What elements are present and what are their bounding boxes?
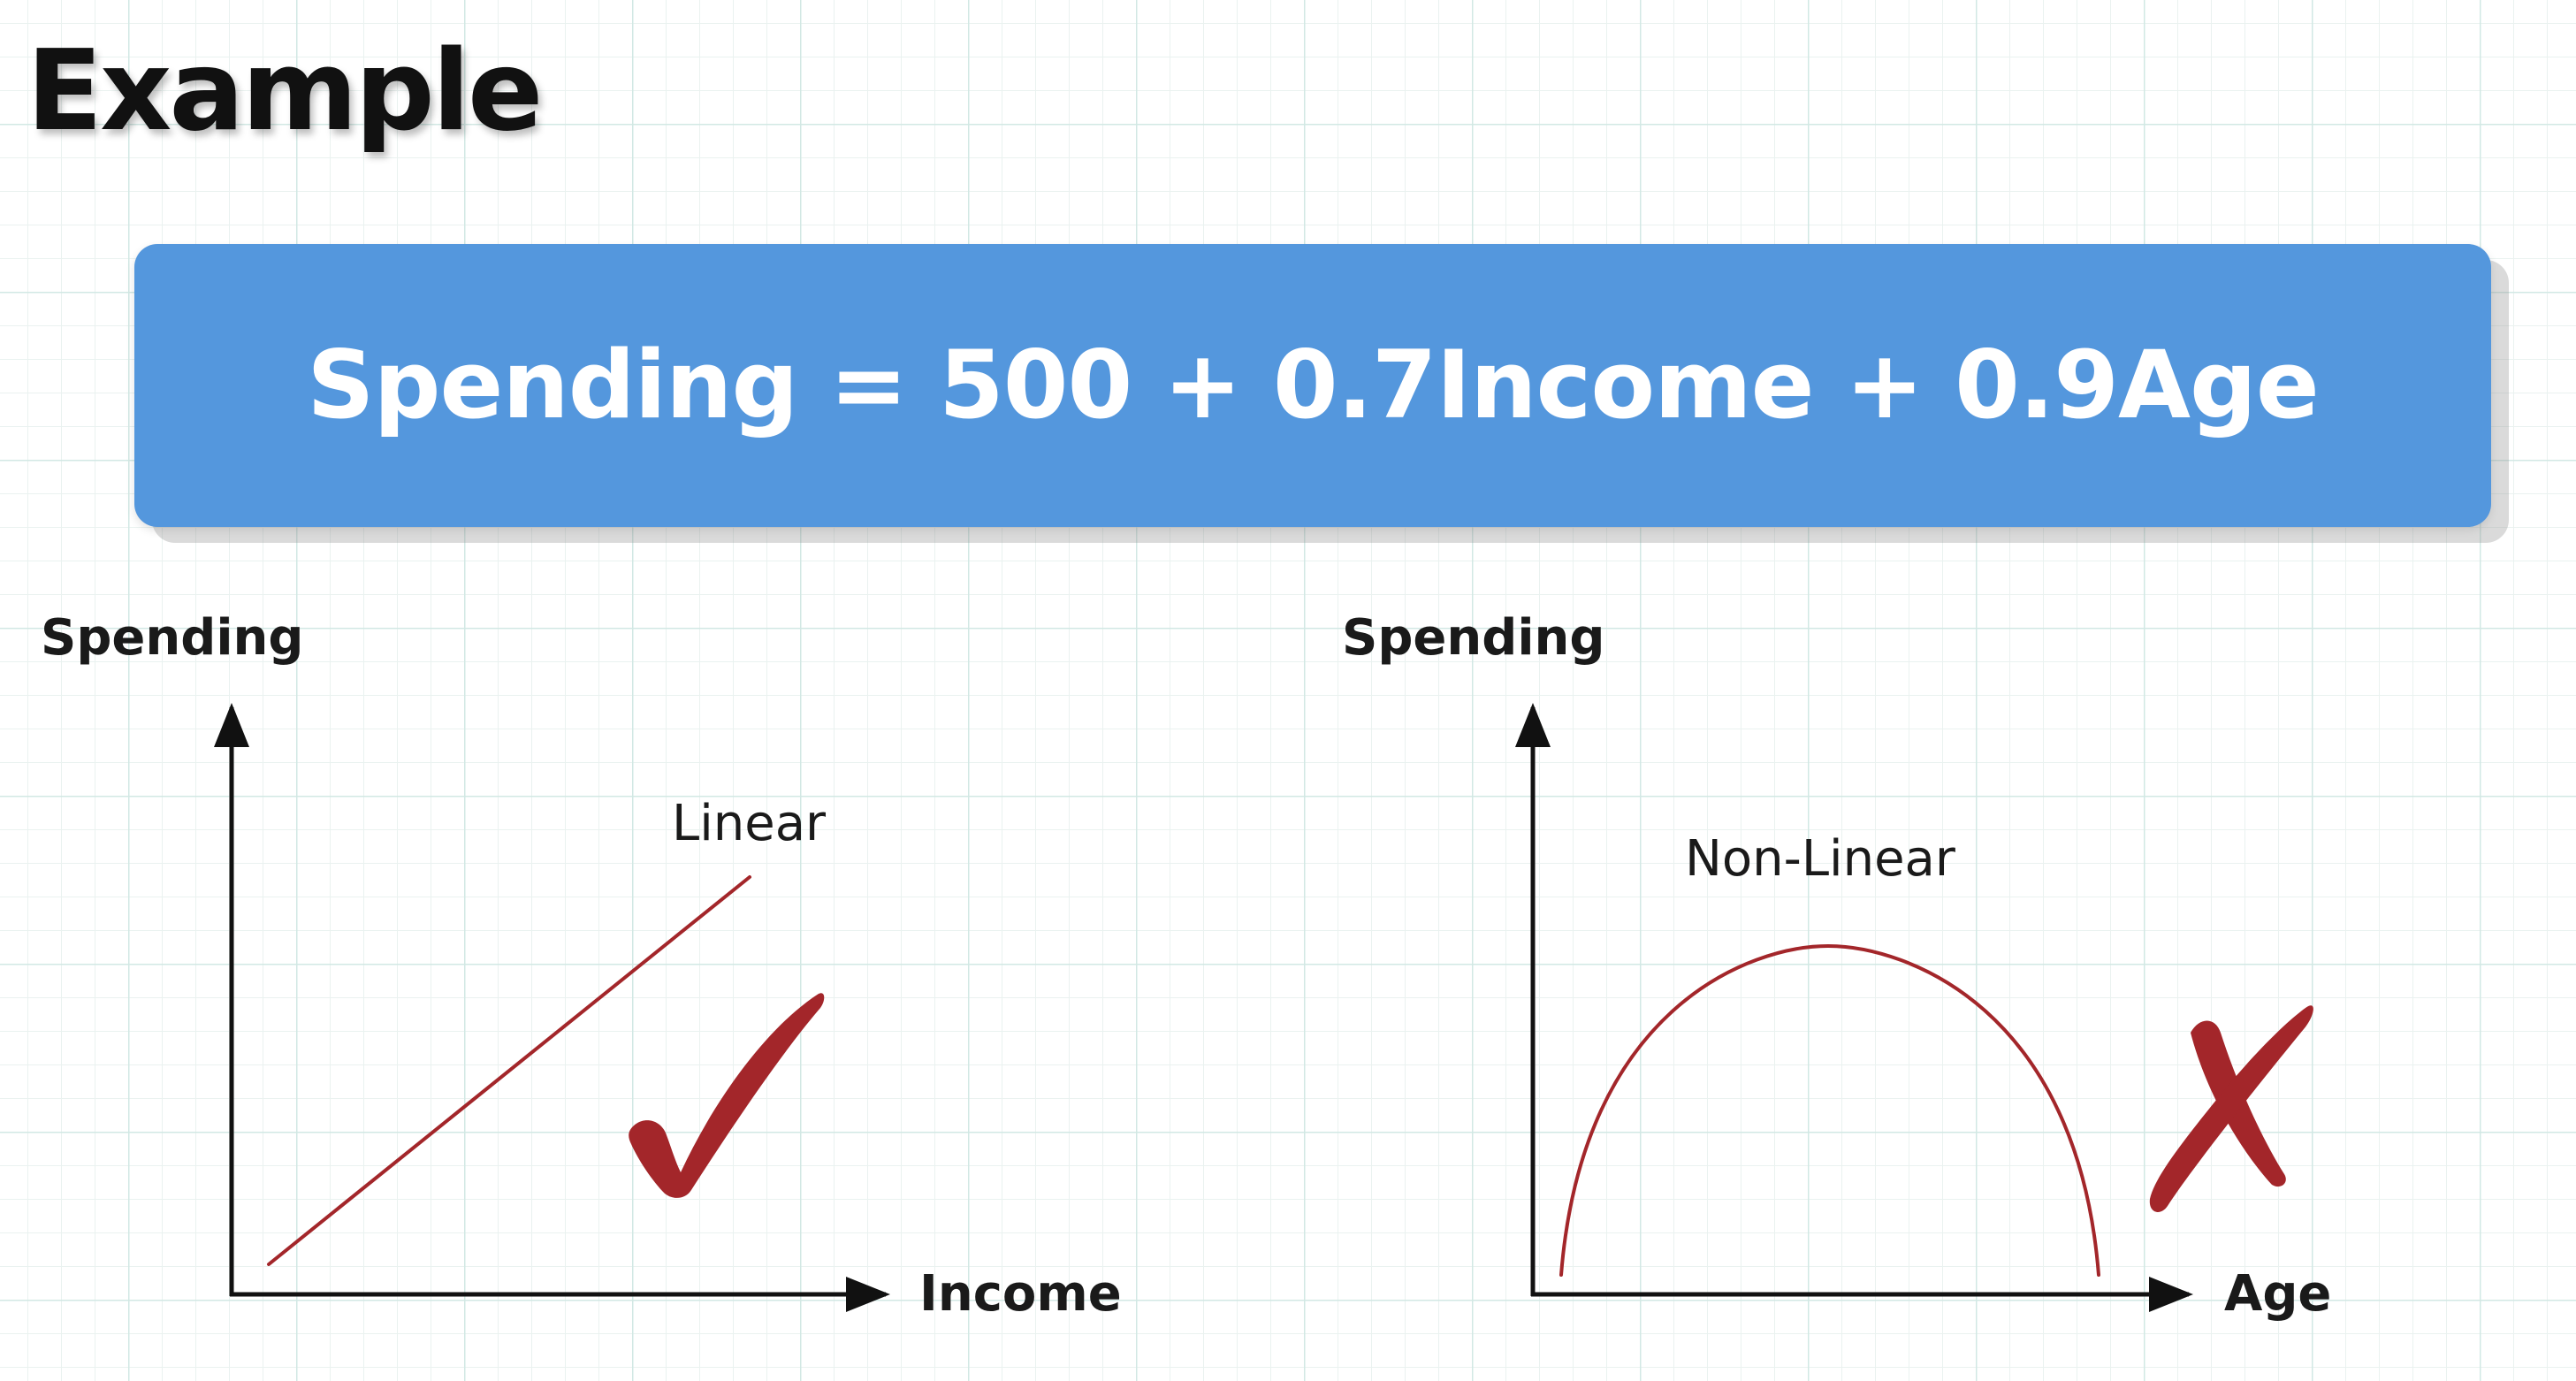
equation-text: Spending = 500 + 0.7Income + 0.9Age [307,331,2320,439]
right-x-axis-label: Age [2224,1265,2332,1323]
right-axes [1515,703,2193,1312]
left-y-axis-label: Spending [41,609,304,667]
non-linear-label: Non-Linear [1685,830,1955,888]
check-mark-icon [629,993,825,1198]
linear-label: Linear [672,795,827,852]
equation-banner: Spending = 500 + 0.7Income + 0.9Age [134,244,2491,527]
left-x-axis-label: Income [919,1265,1122,1323]
left-axes [214,703,890,1312]
page-title: Example [27,26,543,156]
linear-curve [267,875,751,1266]
right-y-axis-label: Spending [1342,609,1605,667]
non-linear-curve [1559,943,2100,1277]
cross-mark-icon [2149,1005,2313,1212]
